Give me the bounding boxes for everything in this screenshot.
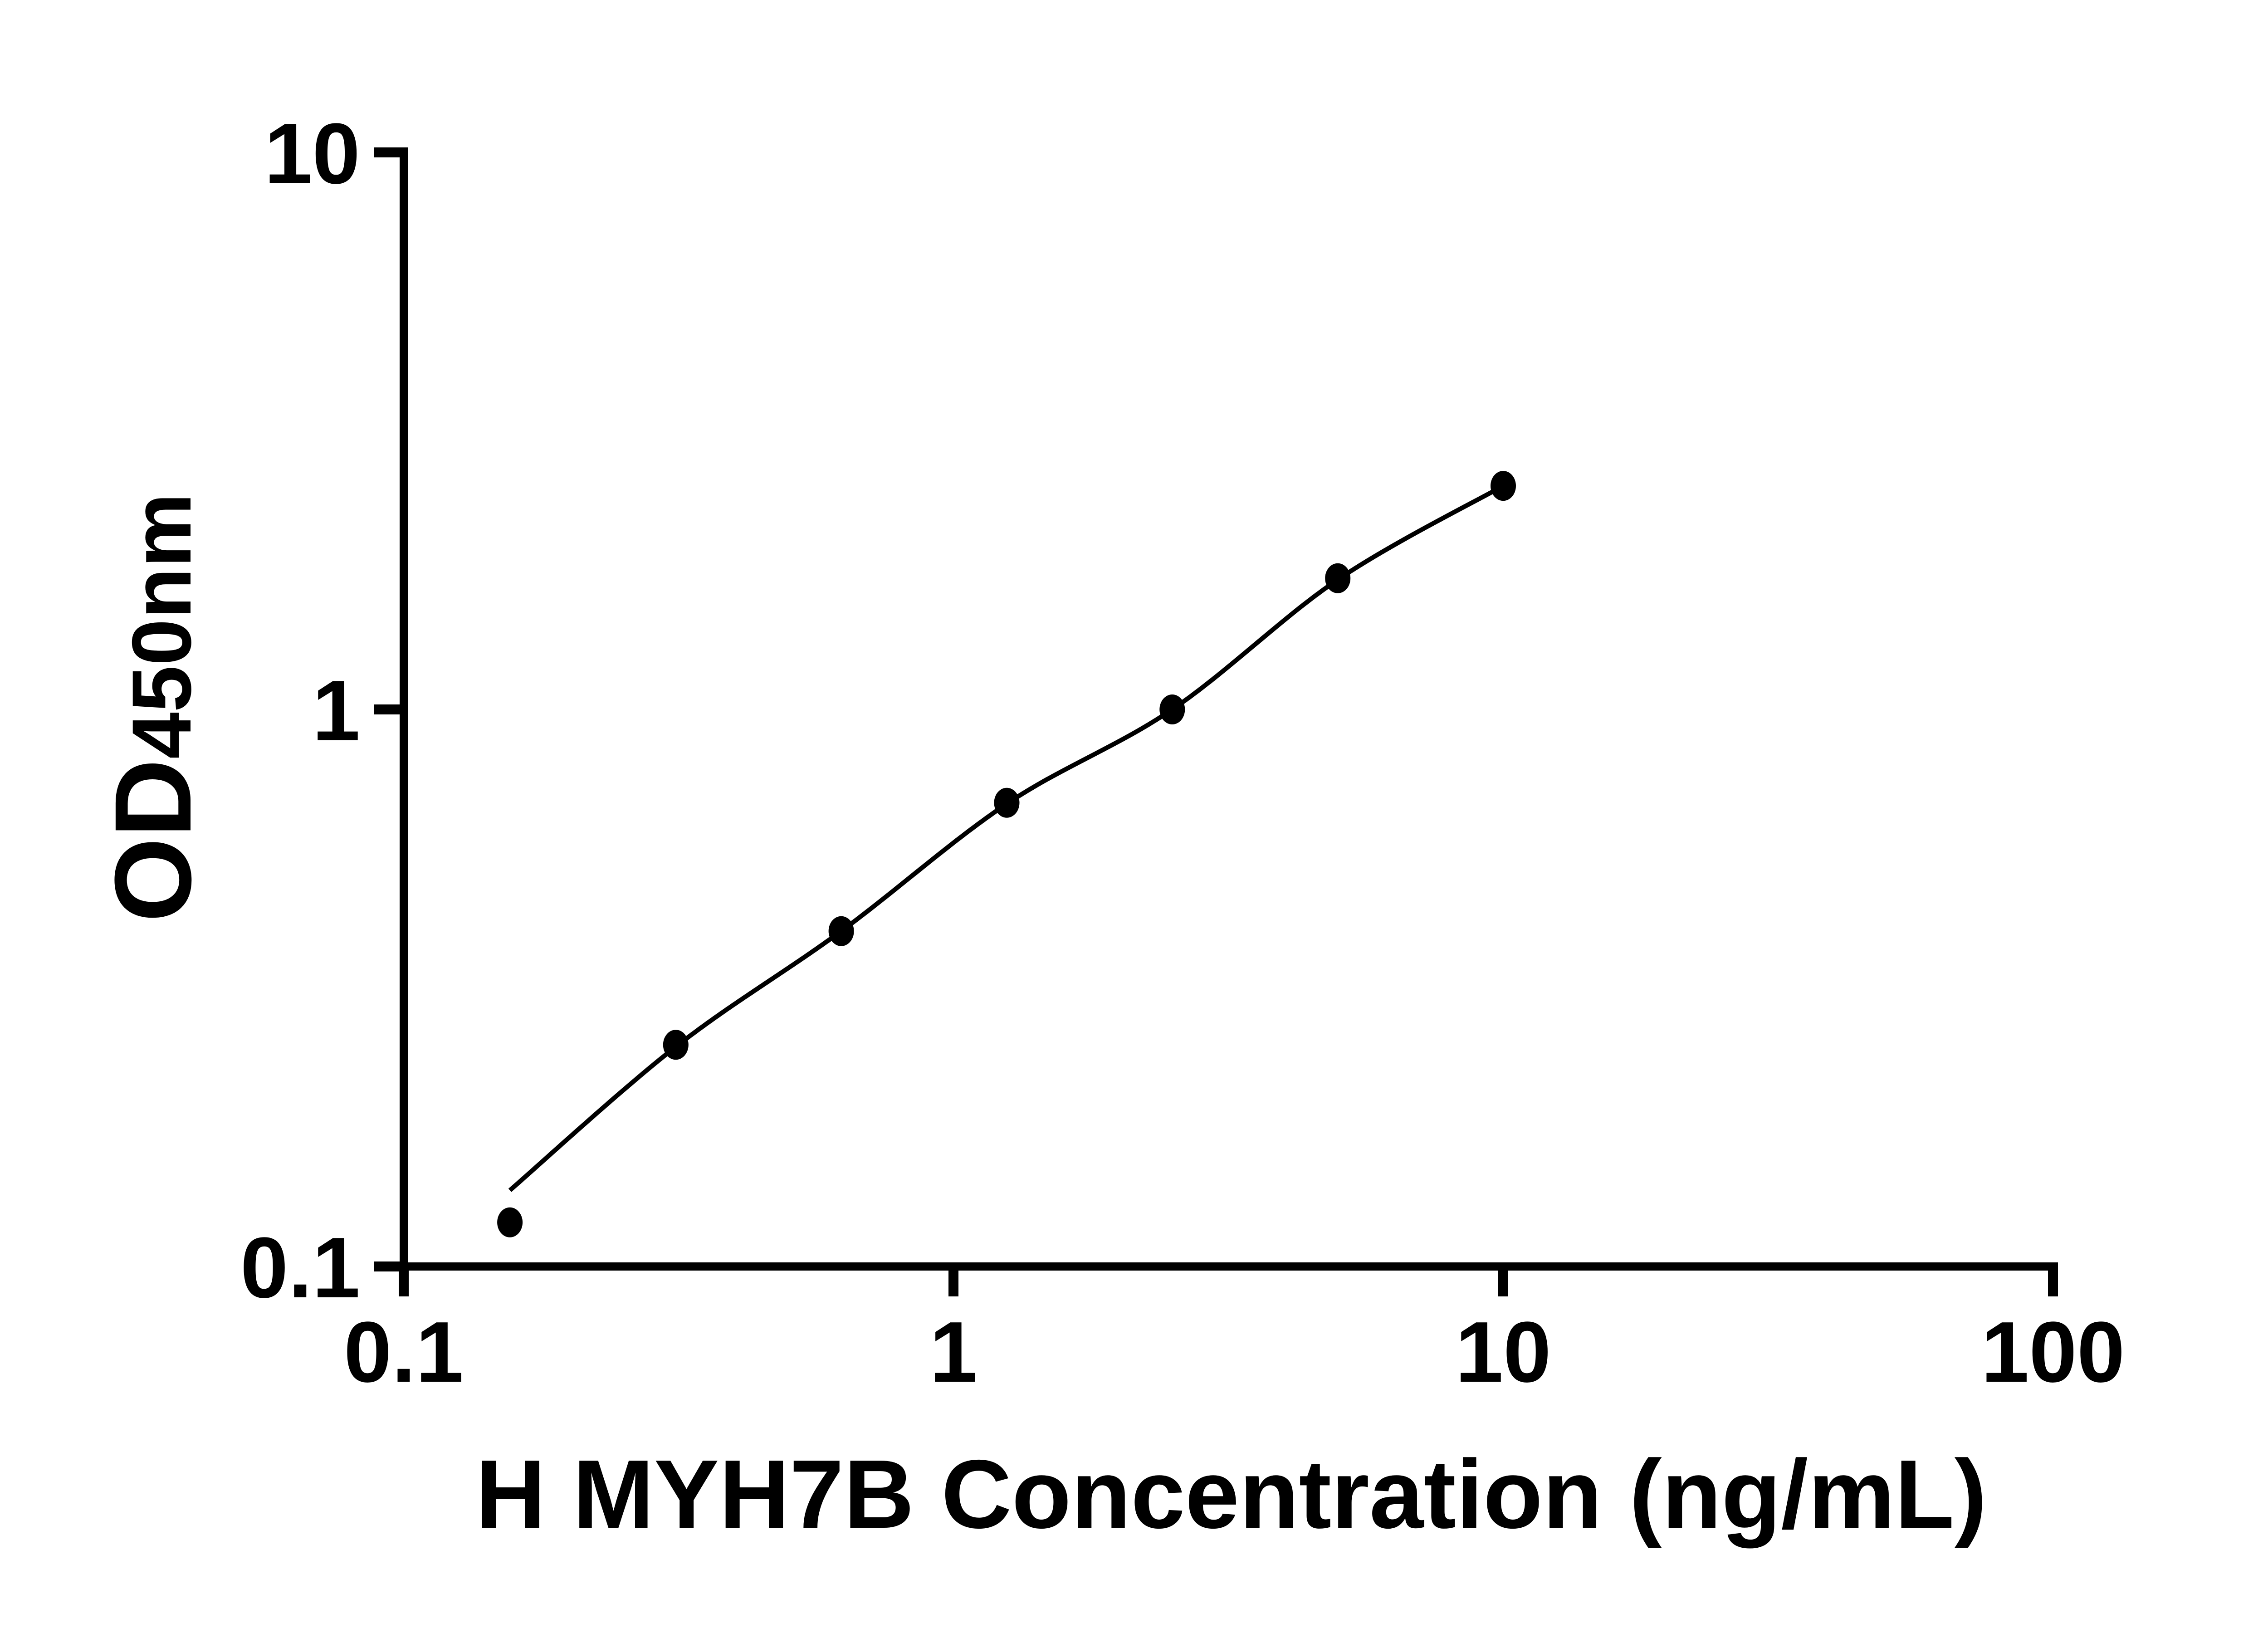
- x-tick-label: 100: [1981, 1304, 2125, 1400]
- data-point-marker: [828, 916, 854, 946]
- x-tick-label: 10: [1455, 1304, 1551, 1400]
- y-axis-title-sub: 450nm: [115, 493, 209, 759]
- x-tick-label: 0.1: [344, 1304, 464, 1400]
- tick-marks: [374, 147, 2058, 1296]
- data-point-marker: [1159, 694, 1185, 724]
- tick-labels: 0.1 1 10 0.1 1 10 100: [240, 106, 2125, 1400]
- data-points: [497, 471, 1516, 1237]
- y-tick-label: 0.1: [240, 1220, 360, 1316]
- data-point-marker: [994, 787, 1020, 818]
- x-tick-label: 1: [929, 1304, 978, 1400]
- y-tick-label: 10: [264, 106, 360, 202]
- data-point-marker: [497, 1207, 523, 1237]
- x-axis-title: H MYH7B Concentration (ng/mL): [475, 1439, 1987, 1549]
- data-point-marker: [1491, 471, 1516, 501]
- data-point-marker: [1325, 563, 1351, 593]
- axes: [374, 147, 2058, 1296]
- y-axis-title-main: OD: [92, 759, 214, 922]
- y-tick-label: 1: [312, 663, 360, 759]
- data-point-marker: [663, 1030, 689, 1060]
- y-axis-title: OD450nm: [92, 493, 214, 922]
